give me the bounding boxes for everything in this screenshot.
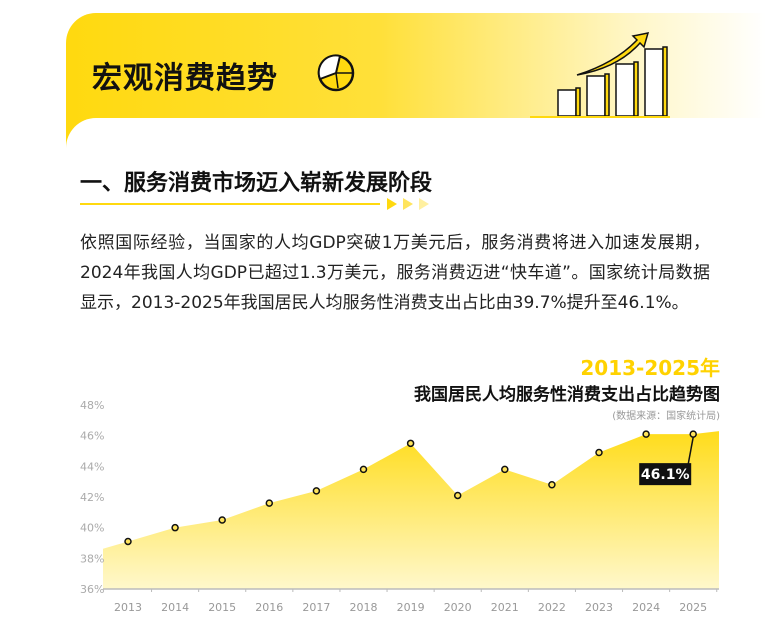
data-point [265,499,274,507]
y-tick-label: 38% [80,552,104,565]
chart-year-title: 2013-2025年 [580,356,720,380]
x-tick-label: 2025 [679,601,707,614]
y-tick-label: 36% [80,583,104,596]
area-fill [103,431,719,589]
x-tick-label: 2020 [444,601,472,614]
data-point [312,487,321,495]
x-tick-label: 2018 [350,601,378,614]
x-tick-label: 2017 [302,601,330,614]
y-tick-label: 40% [80,522,104,535]
x-tick-label: 2014 [161,601,189,614]
y-tick-label: 48% [80,399,104,412]
x-tick-label: 2024 [632,601,660,614]
data-point [171,523,179,532]
y-tick-label: 42% [80,491,104,504]
heading-underline [80,203,380,205]
annotation-label: 46.1% [641,467,690,483]
page-title: 宏观消费趋势 [92,61,278,96]
x-tick-label: 2022 [538,601,566,614]
data-point [124,537,132,546]
data-point [359,465,368,474]
data-point [501,465,509,474]
y-tick-label: 44% [80,460,104,473]
x-tick-label: 2013 [114,601,142,614]
annotation-box [639,463,692,486]
data-point [453,491,462,500]
annotation-leader [687,436,694,465]
x-tick-label: 2021 [491,601,519,614]
pie-chart-icon [317,54,355,92]
data-point [642,430,650,438]
triangle-arrows-icon [387,198,429,210]
data-point [218,516,226,524]
chart-source: (数据来源：国家统计局) [612,411,720,422]
intro-paragraph: 依照国际经验，当国家的人均GDP突破1万美元后，服务消费将进入加速发展期，202… [80,233,710,313]
y-tick-label: 46% [80,430,104,443]
data-point [548,480,556,489]
x-tick-label: 2023 [585,601,613,614]
chart-title: 我国居民人均服务性消费支出占比趋势图 [414,385,720,405]
data-point [595,448,603,457]
x-tick-label: 2019 [397,601,425,614]
banner-white-curve [66,118,766,158]
data-point [406,439,415,448]
bar-chart-growth-icon [530,32,670,118]
x-tick-label: 2015 [208,601,236,614]
x-tick-label: 2016 [255,601,283,614]
data-point [689,430,697,438]
section-heading: 一、服务消费市场迈入崭新发展阶段 [80,171,433,196]
